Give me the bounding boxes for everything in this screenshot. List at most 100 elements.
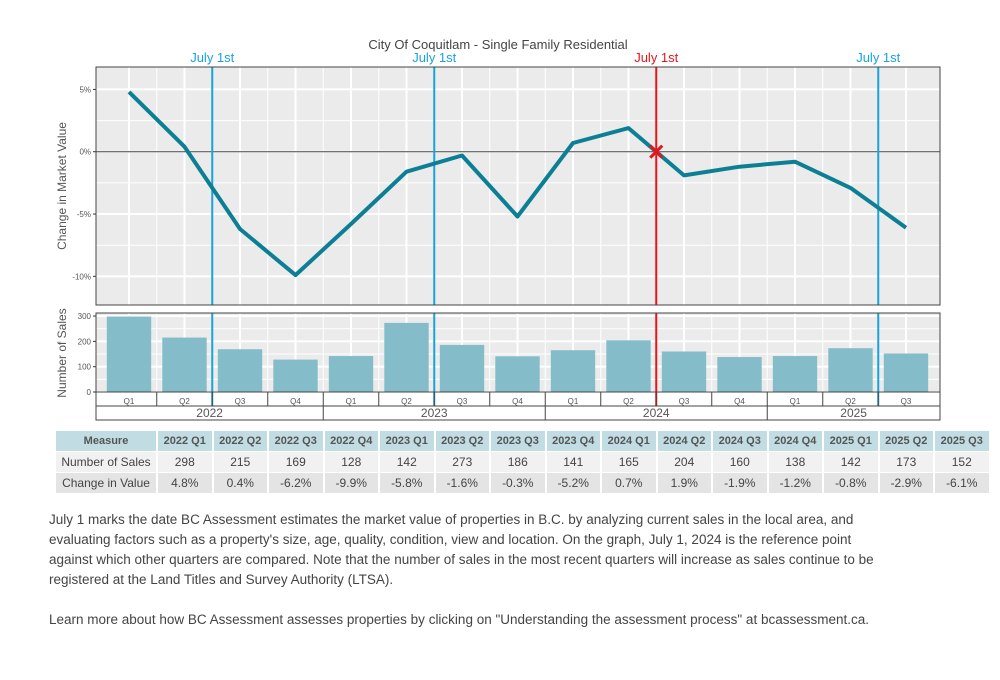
quarter-label: Q3 <box>457 397 468 406</box>
table-header-row: Measure 2022 Q1 2022 Q2 2022 Q3 2022 Q4 2023 … <box>56 431 991 452</box>
sales-bar <box>162 337 207 392</box>
table-row: Number of Sales 298 215 169 128 142 273 186 141 1… <box>56 451 991 473</box>
y-tick-label: -5% <box>77 210 91 219</box>
table-cell: 4.8% <box>157 472 214 493</box>
quarter-label: Q2 <box>845 397 856 406</box>
table-cell: -1.9% <box>711 472 769 493</box>
year-label: 2024 <box>643 406 670 420</box>
year-label: 2022 <box>196 406 223 420</box>
sales-bar <box>828 348 873 392</box>
table-header-cell: 2023 Q4 <box>545 431 602 452</box>
sales-bar <box>883 353 929 392</box>
sales-bar <box>606 340 651 392</box>
table-header-cell: 2024 Q1 <box>601 431 658 452</box>
quarter-label: Q3 <box>235 397 246 406</box>
table-header-cell: 2023 Q2 <box>434 431 491 452</box>
quarter-label: Q2 <box>623 397 634 406</box>
table-cell: 142 <box>823 451 880 473</box>
table-cell: -2.9% <box>878 472 935 493</box>
explanation-paragraph: July 1 marks the date BC Assessment esti… <box>49 512 874 587</box>
quarter-label: Q1 <box>346 397 357 406</box>
quarter-label: Q1 <box>790 397 801 406</box>
table-cell: 173 <box>878 451 935 473</box>
table-cell: 128 <box>323 451 380 473</box>
year-label: 2023 <box>421 406 448 420</box>
july-label: July 1st <box>412 50 456 65</box>
table-cell: 273 <box>434 451 491 473</box>
sales-bar <box>661 351 707 392</box>
sales-bar <box>439 344 485 392</box>
table-cell: 186 <box>489 451 547 473</box>
table-cell: 1.9% <box>656 472 713 493</box>
sales-bar <box>717 357 762 392</box>
table-header-measure: Measure <box>56 431 158 452</box>
top-panel-border <box>95 66 941 306</box>
y-tick-label: 0 <box>87 388 92 397</box>
year-label: 2025 <box>840 406 867 420</box>
table-cell: -6.2% <box>267 472 325 493</box>
row-label: Number of Sales <box>56 451 158 473</box>
quarter-label: Q1 <box>124 397 135 406</box>
data-table: Measure 2022 Q1 2022 Q2 2022 Q3 2022 Q4 2023 … <box>56 431 991 493</box>
quarter-label: Q2 <box>401 397 412 406</box>
y-tick-label: 200 <box>78 337 92 346</box>
july-label: July 1st <box>634 50 678 65</box>
quarter-label: Q4 <box>290 397 301 406</box>
x-axis: Q1 Q2 Q3 Q4 Q1 Q2 Q3 Q4 Q1 Q2 Q3 Q4 Q1 Q2 Q3 2022 2023 20… <box>95 391 941 421</box>
chart: City Of Coquitlam - Single Family Reside… <box>55 37 941 421</box>
table-cell: -9.9% <box>323 472 380 493</box>
table-cell: 0.7% <box>601 472 658 493</box>
table-header-cell: 2023 Q3 <box>489 431 547 452</box>
sales-panel: 300 200 100 0 <box>78 312 941 406</box>
marker-stroke <box>649 144 664 159</box>
table-cell: 298 <box>157 451 214 473</box>
quarter-label: Q3 <box>901 397 912 406</box>
table-cell: 141 <box>545 451 602 473</box>
table-cell: 204 <box>656 451 713 473</box>
sales-bar <box>217 349 263 392</box>
july-label: July 1st <box>856 50 900 65</box>
table-cell: 165 <box>601 451 658 473</box>
table-cell: 160 <box>711 451 769 473</box>
y-tick-label: 0% <box>79 148 91 157</box>
reference-x-marker <box>649 144 664 159</box>
table-header-cell: 2022 Q4 <box>323 431 380 452</box>
quarter-label: Q4 <box>734 397 745 406</box>
table-header-cell: 2022 Q3 <box>267 431 325 452</box>
y-tick-label: 5% <box>79 85 91 94</box>
table-cell: 0.4% <box>212 472 269 493</box>
table-header-cell: 2025 Q2 <box>878 431 935 452</box>
row-label: Change in Value <box>56 472 158 493</box>
table-header-cell: 2025 Q1 <box>823 431 880 452</box>
quarter-label: Q1 <box>568 397 579 406</box>
bottom-y-axis-title: Number of Sales <box>55 308 69 397</box>
table-header-cell: 2024 Q3 <box>711 431 769 452</box>
table-header-cell: 2024 Q2 <box>656 431 713 452</box>
sales-bar <box>328 356 374 392</box>
top-y-axis-title: Change in Market Value <box>55 122 69 250</box>
y-tick-label: 100 <box>78 363 92 372</box>
table-row: Change in Value 4.8% 0.4% -6.2% -9.9% -5.8% -1… <box>56 472 991 493</box>
sales-bar <box>273 359 318 392</box>
sales-bar <box>495 356 540 392</box>
value-change-panel: 5% 0% -5% -10% July 1st July 1st July 1st July … <box>72 50 941 306</box>
y-tick-label: 300 <box>78 312 92 321</box>
table-cell: -5.8% <box>379 472 436 493</box>
table-header-cell: 2024 Q4 <box>767 431 824 452</box>
table-cell: -0.8% <box>823 472 880 493</box>
learn-more-paragraph: Learn more about how BC Assessment asses… <box>49 612 869 627</box>
table-cell: 142 <box>379 451 436 473</box>
table-header-cell: 2022 Q2 <box>212 431 269 452</box>
sales-bar <box>550 350 596 392</box>
table-header-cell: 2025 Q3 <box>933 431 991 452</box>
table-header-cell: 2023 Q1 <box>379 431 436 452</box>
sales-bar <box>384 322 429 392</box>
sales-bar <box>772 356 818 392</box>
table-cell: -1.6% <box>434 472 491 493</box>
quarter-label: Q4 <box>512 397 523 406</box>
quarter-label: Q2 <box>179 397 190 406</box>
july-label: July 1st <box>190 50 234 65</box>
table-cell: 152 <box>933 451 991 473</box>
table-header-cell: 2022 Q1 <box>157 431 214 452</box>
quarter-label: Q3 <box>679 397 690 406</box>
